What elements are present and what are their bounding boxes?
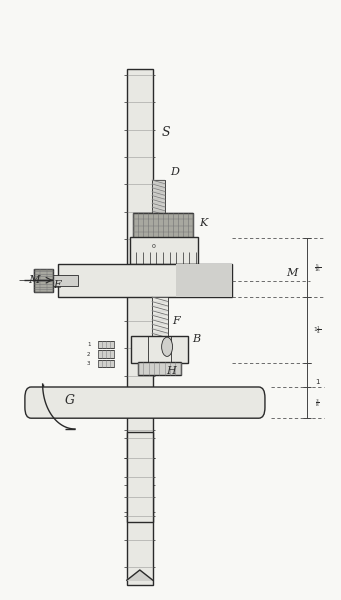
Text: 2: 2 <box>87 352 90 356</box>
Text: 0: 0 <box>151 244 155 249</box>
Bar <box>138 362 181 375</box>
Text: S: S <box>162 125 170 139</box>
Bar <box>152 180 165 215</box>
FancyBboxPatch shape <box>25 387 265 418</box>
Text: $\frac{3}{8}$: $\frac{3}{8}$ <box>315 397 320 409</box>
Text: H: H <box>166 366 176 376</box>
Bar <box>176 264 232 297</box>
Bar <box>133 213 193 238</box>
Circle shape <box>162 337 173 356</box>
Text: $1$: $1$ <box>315 377 321 385</box>
Text: 1: 1 <box>87 342 90 347</box>
Polygon shape <box>127 570 153 580</box>
Text: —M: —M <box>19 275 41 285</box>
Bar <box>127 69 153 585</box>
Text: D: D <box>170 167 179 177</box>
Bar <box>34 269 53 292</box>
Bar <box>130 237 198 264</box>
Text: E: E <box>53 280 61 290</box>
Bar <box>152 297 168 338</box>
Bar <box>98 350 114 358</box>
Bar <box>58 264 232 297</box>
Bar <box>53 275 78 286</box>
Text: 3: 3 <box>87 361 90 366</box>
Bar <box>98 341 114 348</box>
Text: M: M <box>286 268 297 278</box>
Text: F: F <box>172 316 180 326</box>
Text: G: G <box>65 394 75 407</box>
Text: $1\frac{1}{4}$: $1\frac{1}{4}$ <box>313 324 322 336</box>
Bar <box>127 432 153 522</box>
Bar <box>131 336 188 363</box>
Text: K: K <box>199 218 208 228</box>
Text: $\frac{5}{16}$: $\frac{5}{16}$ <box>314 262 322 274</box>
Bar <box>98 360 114 367</box>
Text: B: B <box>193 334 201 344</box>
